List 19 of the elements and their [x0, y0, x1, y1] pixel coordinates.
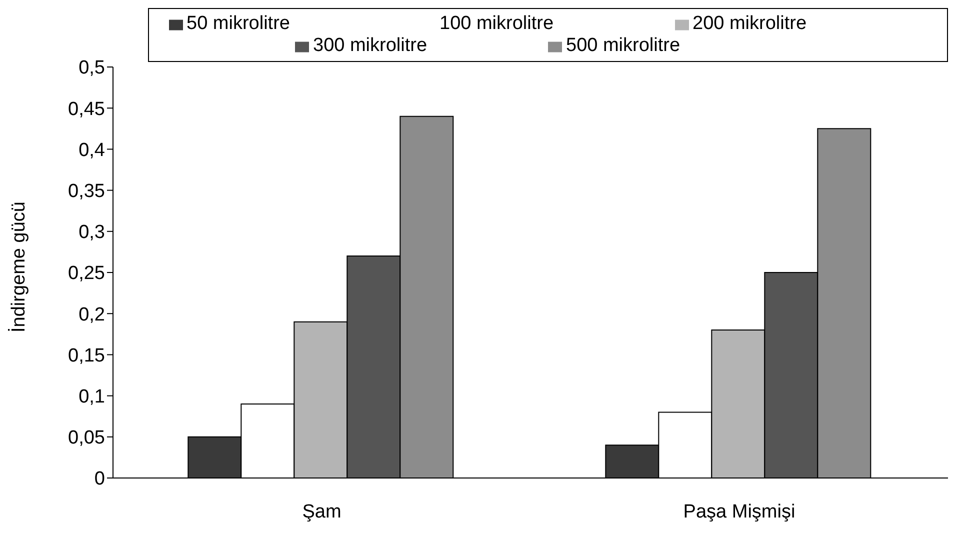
- y-tick-label: 0,3: [78, 222, 105, 244]
- y-tick-label: 0,45: [68, 98, 105, 120]
- y-tick-label: 0,1: [78, 386, 105, 408]
- legend-label: 50 mikrolitre: [186, 13, 291, 35]
- y-tick-label: 0,05: [68, 428, 105, 449]
- x-tick-label: Paşa Mişmişi: [683, 501, 796, 522]
- y-tick-label: 0,15: [68, 345, 105, 366]
- text: 100 mikrolitre: [440, 13, 555, 35]
- y-tick-label: 0,4: [78, 140, 106, 161]
- y-tick-label: 0,25: [68, 263, 105, 284]
- y-tick-label: 0,35: [68, 181, 105, 202]
- legend-label: 300 mikrolitre: [313, 35, 428, 57]
- y-tick-label: 0,5: [78, 58, 105, 79]
- legend-label: 500 mikrolitre: [566, 35, 682, 57]
- y-axis-title: İndirgeme gücü: [8, 202, 30, 332]
- y-tick-label: 0,2: [78, 304, 105, 326]
- legend-label: 200 mikrolitre: [692, 13, 808, 35]
- y-tick-label: 0: [94, 468, 105, 490]
- x-tick-label: Şam: [302, 501, 342, 522]
